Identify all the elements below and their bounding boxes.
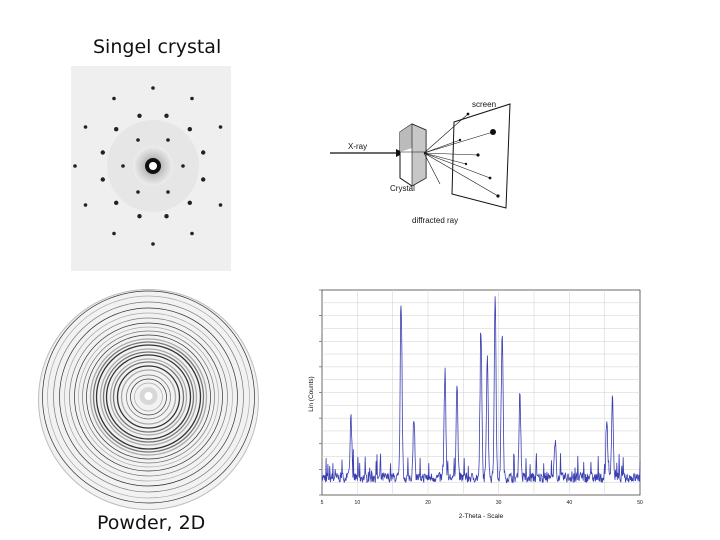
x-tick-label: 30 bbox=[496, 500, 502, 506]
powder-rings-pattern bbox=[38, 289, 259, 510]
x-tick-labels: 5 10 20 30 40 50 bbox=[321, 500, 643, 506]
diffraction-spot bbox=[187, 127, 192, 132]
diffraction-ring bbox=[126, 374, 171, 420]
diffracted-rays bbox=[423, 113, 499, 197]
diffraction-spot bbox=[151, 86, 155, 90]
y-axis-label: Lin (Counts) bbox=[308, 376, 315, 411]
diffraction-ring bbox=[74, 322, 223, 472]
diffraction-spot bbox=[121, 164, 125, 168]
diffraction-ring bbox=[47, 295, 250, 499]
diffraction-spot bbox=[164, 214, 169, 219]
screen-spots bbox=[458, 112, 500, 198]
diffraction-ring bbox=[130, 378, 167, 416]
x-tick-label: 20 bbox=[425, 500, 431, 506]
diffraction-spot bbox=[83, 203, 88, 207]
diffraction-spot bbox=[181, 164, 185, 168]
diffraction-ring bbox=[82, 330, 215, 464]
single-crystal-title: Singel crystal bbox=[93, 36, 222, 58]
xrd-series-line bbox=[321, 296, 641, 484]
diffraction-ring bbox=[86, 334, 211, 460]
x-tick-label: 40 bbox=[567, 500, 573, 506]
diffraction-spot bbox=[100, 150, 105, 155]
x-tick-label: 50 bbox=[637, 500, 643, 506]
diffraction-spot bbox=[164, 113, 169, 118]
crystal-shape bbox=[399, 123, 427, 187]
diffraction-ring bbox=[109, 358, 188, 436]
screen-plane bbox=[451, 103, 511, 209]
diffraction-ring bbox=[69, 317, 228, 477]
diffraction-ring bbox=[105, 354, 192, 440]
powder-title: Powder, 2D bbox=[97, 512, 206, 534]
diffraction-ring bbox=[89, 338, 208, 456]
diffraction-spot bbox=[136, 138, 140, 142]
diffraction-ring bbox=[112, 361, 185, 433]
diffraction-spot bbox=[187, 200, 192, 205]
diffraction-spot bbox=[114, 127, 119, 132]
xrd-chart: 5 10 20 30 40 50 2-Theta - Scale Lin (Counts) bbox=[308, 289, 643, 520]
diffraction-ring bbox=[64, 312, 233, 482]
diffraction-spot bbox=[201, 177, 206, 182]
diffraction-ring bbox=[59, 307, 238, 487]
y-tick-marks bbox=[319, 289, 322, 496]
diffracted-ray-label: diffracted ray bbox=[412, 216, 459, 225]
diffraction-spot bbox=[137, 113, 142, 118]
crystal-label: Crystal bbox=[390, 184, 415, 193]
diffraction-spot bbox=[112, 96, 116, 101]
diffraction-spot bbox=[83, 125, 88, 129]
diffraction-spot bbox=[166, 190, 170, 194]
diffraction-schematic bbox=[330, 103, 511, 209]
diffraction-spot bbox=[190, 231, 194, 236]
diffraction-spot bbox=[201, 150, 206, 155]
diffraction-ring bbox=[116, 365, 181, 429]
diffraction-spot bbox=[218, 203, 223, 207]
diffraction-spot bbox=[218, 125, 223, 129]
x-tick-label: 5 bbox=[321, 500, 324, 506]
plot-grid bbox=[322, 290, 640, 495]
screen-label: screen bbox=[472, 100, 497, 109]
diffraction-spot bbox=[114, 200, 119, 205]
diffraction-ring bbox=[42, 290, 255, 504]
x-axis-label: 2-Theta - Scale bbox=[459, 513, 504, 520]
diffraction-ring bbox=[92, 341, 205, 453]
single-crystal-pattern bbox=[71, 66, 231, 271]
diffraction-spot bbox=[100, 177, 105, 182]
diffraction-ring bbox=[134, 382, 163, 412]
diffraction-ring bbox=[53, 301, 244, 493]
diffraction-spot bbox=[190, 96, 194, 101]
diffraction-spot bbox=[112, 231, 116, 236]
diffraction-ring bbox=[102, 351, 195, 443]
diffraction-ring bbox=[95, 344, 202, 450]
diffraction-spot bbox=[73, 164, 77, 168]
xray-label: X-ray bbox=[348, 142, 368, 151]
diffraction-ring bbox=[99, 348, 198, 446]
diffraction-ring bbox=[120, 369, 177, 425]
diffraction-spot bbox=[137, 214, 142, 219]
diffraction-ring bbox=[78, 326, 219, 468]
diffraction-spot bbox=[136, 190, 140, 194]
diffraction-spot bbox=[151, 242, 155, 246]
x-tick-label: 10 bbox=[355, 500, 361, 506]
diffraction-spot bbox=[166, 138, 170, 142]
